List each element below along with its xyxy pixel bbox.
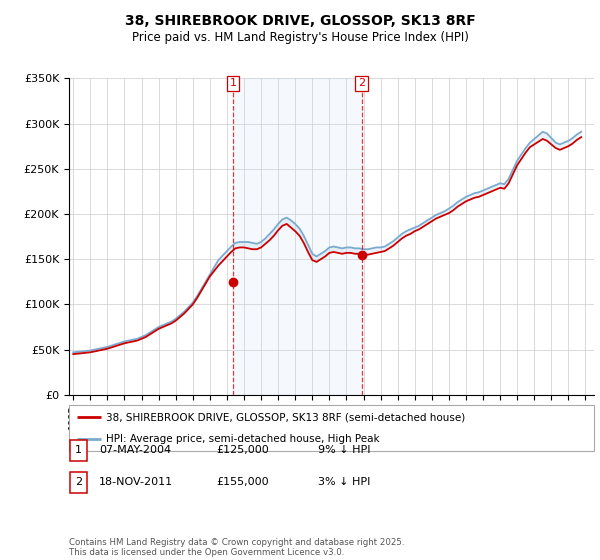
Text: 3% ↓ HPI: 3% ↓ HPI [318,477,370,487]
FancyBboxPatch shape [70,440,87,461]
Text: 1: 1 [229,78,236,88]
Text: Price paid vs. HM Land Registry's House Price Index (HPI): Price paid vs. HM Land Registry's House … [131,31,469,44]
Text: 1: 1 [75,445,82,455]
Text: Contains HM Land Registry data © Crown copyright and database right 2025.
This d: Contains HM Land Registry data © Crown c… [69,538,404,557]
Text: 07-MAY-2004: 07-MAY-2004 [99,445,171,455]
Text: HPI: Average price, semi-detached house, High Peak: HPI: Average price, semi-detached house,… [106,435,379,444]
Text: 2: 2 [75,477,82,487]
FancyBboxPatch shape [70,472,87,493]
Bar [233,78,362,395]
Text: £125,000: £125,000 [216,445,269,455]
Text: £155,000: £155,000 [216,477,269,487]
Text: 18-NOV-2011: 18-NOV-2011 [99,477,173,487]
Text: 38, SHIREBROOK DRIVE, GLOSSOP, SK13 8RF (semi-detached house): 38, SHIREBROOK DRIVE, GLOSSOP, SK13 8RF … [106,412,465,422]
Text: 38, SHIREBROOK DRIVE, GLOSSOP, SK13 8RF: 38, SHIREBROOK DRIVE, GLOSSOP, SK13 8RF [125,14,475,28]
Text: 9% ↓ HPI: 9% ↓ HPI [318,445,371,455]
Text: 2: 2 [358,78,365,88]
FancyBboxPatch shape [69,405,594,451]
